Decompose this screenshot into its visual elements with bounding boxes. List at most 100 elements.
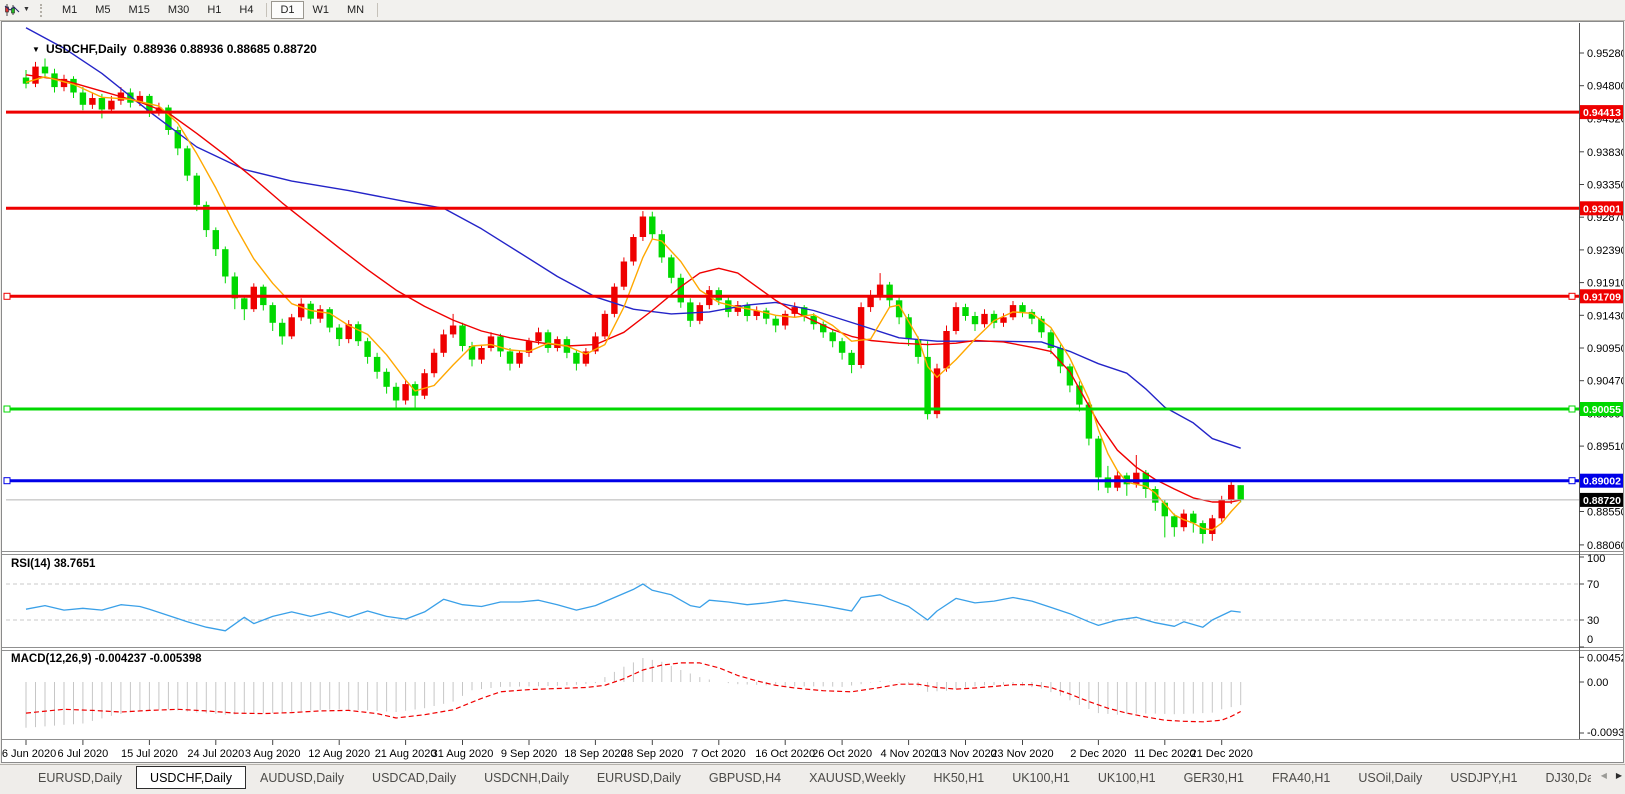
timeframe-h4-button[interactable]: H4: [239, 4, 254, 16]
svg-text:0.89510: 0.89510: [1587, 441, 1623, 453]
chart-area: 0.95280 0.94800 0.94320 0.93830 0.93350 0.928…: [1, 21, 1624, 763]
svg-text:-0.009348: -0.009348: [1587, 727, 1623, 739]
svg-text:0.90950: 0.90950: [1587, 343, 1623, 355]
hline-0.90055[interactable]: [3, 405, 1579, 413]
timeframe-d1-button[interactable]: D1: [271, 1, 304, 19]
candlestick-chart-icon[interactable]: [4, 3, 20, 17]
tab-eurusd-daily[interactable]: EURUSD,Daily: [38, 771, 123, 785]
rsi-levels: [6, 583, 1579, 621]
tab-xauusd-weekly[interactable]: XAUUSD,Weekly: [809, 771, 906, 785]
ma-slow-blue: [25, 27, 1241, 449]
macd-axis: 0.004527 0.00 -0.009348: [1579, 652, 1623, 739]
svg-text:0: 0: [1587, 634, 1593, 646]
chart-title-text: USDCHF,Daily 0.88936 0.88936 0.88685 0.8…: [45, 42, 317, 56]
price-badge-0.94413: 0.94413: [1580, 105, 1623, 120]
svg-text:31 Aug 2020: 31 Aug 2020: [432, 748, 494, 760]
tab-usdcnh-daily[interactable]: USDCNH,Daily: [484, 771, 569, 785]
tab-uk100-h1[interactable]: UK100,H1: [1097, 771, 1156, 785]
svg-text:0.90470: 0.90470: [1587, 376, 1623, 388]
tab-usdcad-daily[interactable]: USDCAD,Daily: [372, 771, 457, 785]
rsi-line: [25, 583, 1241, 632]
tabs-scroll-left-icon[interactable]: ◀: [1600, 771, 1607, 780]
tab-usdjpy-h1[interactable]: USDJPY,H1: [1450, 771, 1518, 785]
svg-text:24 Jul 2020: 24 Jul 2020: [187, 748, 244, 760]
candles: [22, 58, 1244, 544]
chart-title: ▼ USDCHF,Daily 0.88936 0.88936 0.88685 0.…: [12, 28, 317, 70]
svg-text:0.93001: 0.93001: [1583, 203, 1621, 215]
svg-text:0.93830: 0.93830: [1587, 147, 1623, 159]
svg-text:0.94413: 0.94413: [1583, 107, 1621, 119]
timeframe-mn-button[interactable]: MN: [347, 4, 365, 16]
svg-text:0.004527: 0.004527: [1587, 652, 1623, 664]
svg-text:0.92390: 0.92390: [1587, 245, 1623, 257]
svg-text:0.00: 0.00: [1587, 677, 1608, 689]
timeframe-m5-button[interactable]: M5: [95, 4, 111, 16]
macd-signal-line: [25, 662, 1241, 723]
svg-text:0.90055: 0.90055: [1583, 404, 1621, 416]
svg-text:0.88550: 0.88550: [1587, 507, 1623, 519]
svg-text:70: 70: [1587, 579, 1599, 591]
tab-usoil-daily[interactable]: USOil,Daily: [1358, 771, 1423, 785]
tab-eurusd-daily[interactable]: EURUSD,Daily: [596, 771, 681, 785]
svg-text:21 Dec 2020: 21 Dec 2020: [1191, 748, 1253, 760]
svg-text:0.89002: 0.89002: [1583, 476, 1621, 488]
tab-gbpusd-h4[interactable]: GBPUSD,H4: [708, 771, 782, 785]
svg-text:100: 100: [1587, 553, 1605, 565]
svg-text:0.88060: 0.88060: [1587, 540, 1623, 552]
caret-down-icon[interactable]: ▼: [23, 6, 30, 13]
rsi-label: RSI(14) 38.7651: [11, 558, 96, 570]
svg-text:7 Oct 2020: 7 Oct 2020: [692, 748, 746, 760]
timeframe-buttons: M1 M5 M15 M30 H1 H4 D1 W1 MN: [53, 1, 382, 19]
toolbar: ▼ M1 M5 M15 M30 H1 H4 D1 W1 MN: [0, 0, 1625, 21]
svg-text:23 Nov 2020: 23 Nov 2020: [991, 748, 1053, 760]
price-badge-0.88720: 0.88720: [1580, 492, 1623, 507]
svg-text:16 Oct 2020: 16 Oct 2020: [755, 748, 815, 760]
chart-tabbar: EURUSD,Daily USDCHF,Daily AUDUSD,Daily USDC…: [0, 764, 1625, 794]
svg-text:0.95280: 0.95280: [1587, 48, 1623, 60]
svg-text:21 Aug 2020: 21 Aug 2020: [375, 748, 437, 760]
svg-text:0.88720: 0.88720: [1583, 495, 1621, 507]
tab-audusd-daily[interactable]: AUDUSD,Daily: [260, 771, 345, 785]
svg-text:26 Oct 2020: 26 Oct 2020: [812, 748, 872, 760]
timeframe-h1-button[interactable]: H1: [207, 4, 222, 16]
svg-text:0.91430: 0.91430: [1587, 310, 1623, 322]
timeframe-w1-button[interactable]: W1: [312, 4, 330, 16]
price-badge-0.90055: 0.90055: [1580, 402, 1623, 416]
svg-text:6 Jul 2020: 6 Jul 2020: [58, 748, 109, 760]
svg-text:2 Dec 2020: 2 Dec 2020: [1070, 748, 1126, 760]
symbol-dropdown-icon[interactable]: ▼: [32, 45, 40, 54]
tab-fra40-h1[interactable]: FRA40,H1: [1272, 771, 1331, 785]
tab-usdchf-daily[interactable]: USDCHF,Daily: [136, 766, 246, 789]
toolbar-separator: [266, 3, 268, 17]
svg-text:3 Aug 2020: 3 Aug 2020: [245, 748, 301, 760]
svg-text:0.94800: 0.94800: [1587, 81, 1623, 93]
tab-ger30-h1[interactable]: GER30,H1: [1183, 771, 1245, 785]
price-badge-0.93001: 0.93001: [1580, 201, 1623, 216]
timeframe-m1-button[interactable]: M1: [61, 4, 78, 16]
toolbar-separator: [377, 3, 379, 17]
timeframe-m15-button[interactable]: M15: [128, 4, 150, 16]
hline-0.91709[interactable]: [3, 292, 1579, 300]
tab-dj30-daily[interactable]: DJ30,Daily: [1545, 771, 1591, 785]
price-badge-0.89002: 0.89002: [1580, 473, 1623, 488]
svg-text:4 Nov 2020: 4 Nov 2020: [880, 748, 936, 760]
chart-canvas: 0.952800.948000.943200.938300.933500.928…: [2, 23, 1623, 760]
price-badge-0.91709: 0.91709: [1580, 289, 1623, 304]
svg-text:9 Sep 2020: 9 Sep 2020: [501, 748, 557, 760]
panel-separators: [2, 551, 1623, 740]
tab-uk100-h1[interactable]: UK100,H1: [1012, 771, 1070, 785]
svg-text:11 Dec 2020: 11 Dec 2020: [1134, 748, 1196, 760]
ma-fast-orange: [25, 76, 1242, 531]
svg-text:26 Jun 2020: 26 Jun 2020: [2, 748, 56, 760]
svg-text:13 Nov 2020: 13 Nov 2020: [934, 748, 996, 760]
hline-0.89002[interactable]: [3, 477, 1579, 485]
svg-text:15 Jul 2020: 15 Jul 2020: [121, 748, 178, 760]
svg-text:30: 30: [1587, 615, 1599, 627]
timeframe-m30-button[interactable]: M30: [167, 4, 190, 16]
macd-label: MACD(12,26,9) -0.004237 -0.005398: [11, 653, 202, 665]
svg-text:0.91910: 0.91910: [1587, 278, 1623, 290]
tab-hk50-h1[interactable]: HK50,H1: [933, 771, 985, 785]
tabs-scroll-right-icon[interactable]: ▶: [1615, 771, 1622, 780]
